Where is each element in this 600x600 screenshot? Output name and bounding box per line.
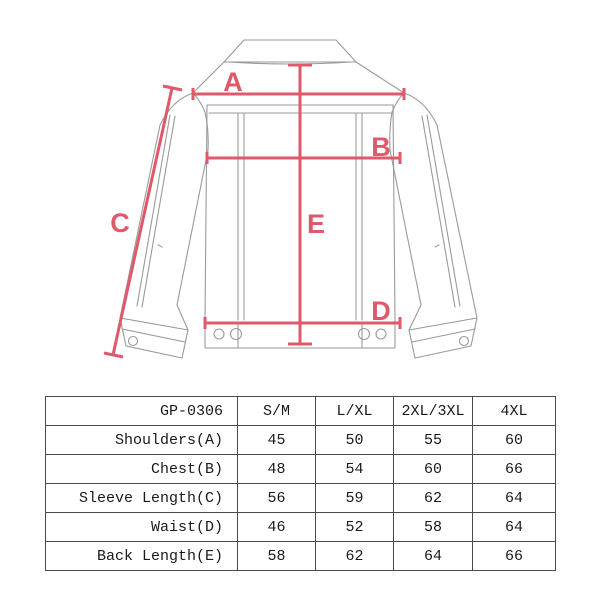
- shoulder-right-seam: [355, 61, 405, 94]
- row-label-back-length: Back Length(E): [45, 541, 238, 571]
- measure-cap-c-top: [162, 84, 183, 92]
- cell-waist-lxl: 52: [315, 512, 394, 542]
- waistband: [204, 319, 396, 349]
- measurement-labels: A B C D E: [110, 67, 391, 326]
- cell-sleeve-sm: 56: [237, 483, 316, 513]
- cell-chest-sm: 48: [237, 454, 316, 484]
- cell-sleeve-2xl3xl: 62: [393, 483, 473, 513]
- sleeve-left-elbow-dart: [157, 244, 163, 248]
- waistband-button-left-outer: [213, 328, 225, 340]
- waistband-button-left-inner: [229, 327, 243, 341]
- waistband-button-right-outer: [375, 328, 387, 340]
- table-header-size-2: L/XL: [315, 396, 394, 426]
- collar-shape: [223, 39, 357, 63]
- cell-back-length-4xl: 66: [472, 541, 556, 571]
- cell-waist-sm: 46: [237, 512, 316, 542]
- cell-waist-2xl3xl: 58: [393, 512, 473, 542]
- cell-shoulders-sm: 45: [237, 425, 316, 455]
- sleeve-right-cuff-seam: [411, 328, 476, 343]
- cuff-button-left: [127, 335, 139, 347]
- body-right-side: [392, 104, 396, 321]
- table-row: Back Length(E) 58 62 64 66: [45, 541, 556, 571]
- label-e: E: [307, 209, 325, 239]
- table-header-code: GP-0306: [45, 396, 238, 426]
- cell-chest-lxl: 54: [315, 454, 394, 484]
- table-row: Sleeve Length(C) 56 59 62 64: [45, 483, 556, 513]
- label-d: D: [371, 296, 391, 326]
- sleeve-right-outer: [403, 92, 478, 319]
- measure-cap-c-bottom: [103, 351, 124, 359]
- sleeve-left-outer: [119, 92, 194, 319]
- cell-sleeve-lxl: 59: [315, 483, 394, 513]
- cell-chest-2xl3xl: 60: [393, 454, 473, 484]
- cell-sleeve-4xl: 64: [472, 483, 556, 513]
- row-label-waist: Waist(D): [45, 512, 238, 542]
- cell-back-length-2xl3xl: 64: [393, 541, 473, 571]
- shoulder-left-seam: [192, 61, 225, 94]
- table-row: Waist(D) 46 52 58 64: [45, 512, 556, 542]
- sleeve-left-hem-join: [176, 304, 189, 331]
- cell-back-length-lxl: 62: [315, 541, 394, 571]
- label-b: B: [371, 132, 391, 162]
- table-header-size-1: S/M: [237, 396, 316, 426]
- measure-line-c: [111, 87, 174, 356]
- measurement-lines: [103, 63, 406, 359]
- sleeve-right-hem-join: [408, 304, 422, 331]
- table-header-size-3: 2XL/3XL: [393, 396, 473, 426]
- cell-shoulders-lxl: 50: [315, 425, 394, 455]
- cell-waist-4xl: 64: [472, 512, 556, 542]
- table-row: Chest(B) 48 54 60 66: [45, 454, 556, 484]
- cell-chest-4xl: 66: [472, 454, 556, 484]
- body-left-side: [204, 104, 208, 321]
- sleeve-left-inner: [176, 149, 209, 306]
- sleeve-left-cuff-seam: [121, 328, 186, 343]
- cell-shoulders-2xl3xl: 55: [393, 425, 473, 455]
- sleeve-left-cuff: [119, 317, 189, 359]
- armhole-left: [192, 92, 209, 151]
- waistband-button-right-inner: [357, 327, 371, 341]
- jacket-outline: [119, 39, 478, 359]
- cell-shoulders-4xl: 60: [472, 425, 556, 455]
- table-header-row: GP-0306 S/M L/XL 2XL/3XL 4XL: [45, 396, 556, 426]
- armhole-right: [389, 92, 405, 151]
- sleeve-right-elbow-seam-a: [426, 114, 461, 307]
- sleeve-right-cuff: [408, 317, 478, 359]
- sleeve-right-elbow-dart: [434, 244, 440, 248]
- sleeve-right-elbow-seam-b: [421, 115, 456, 308]
- row-label-chest: Chest(B): [45, 454, 238, 484]
- sleeve-right-inner: [389, 149, 422, 306]
- table-header-size-4: 4XL: [472, 396, 556, 426]
- cell-back-length-sm: 58: [237, 541, 316, 571]
- table-row: Shoulders(A) 45 50 55 60: [45, 425, 556, 455]
- sleeve-left-elbow-seam-b: [141, 115, 176, 308]
- cuff-button-right: [458, 335, 470, 347]
- row-label-shoulders: Shoulders(A): [45, 425, 238, 455]
- sleeve-left-elbow-seam-a: [136, 114, 171, 307]
- label-c: C: [110, 208, 130, 238]
- label-a: A: [223, 67, 243, 97]
- size-table-container: GP-0306 S/M L/XL 2XL/3XL 4XL Shoulders(A…: [45, 396, 556, 571]
- row-label-sleeve-length: Sleeve Length(C): [45, 483, 238, 513]
- jacket-diagram: A B C D E: [103, 39, 478, 359]
- size-table: GP-0306 S/M L/XL 2XL/3XL 4XL Shoulders(A…: [45, 396, 556, 571]
